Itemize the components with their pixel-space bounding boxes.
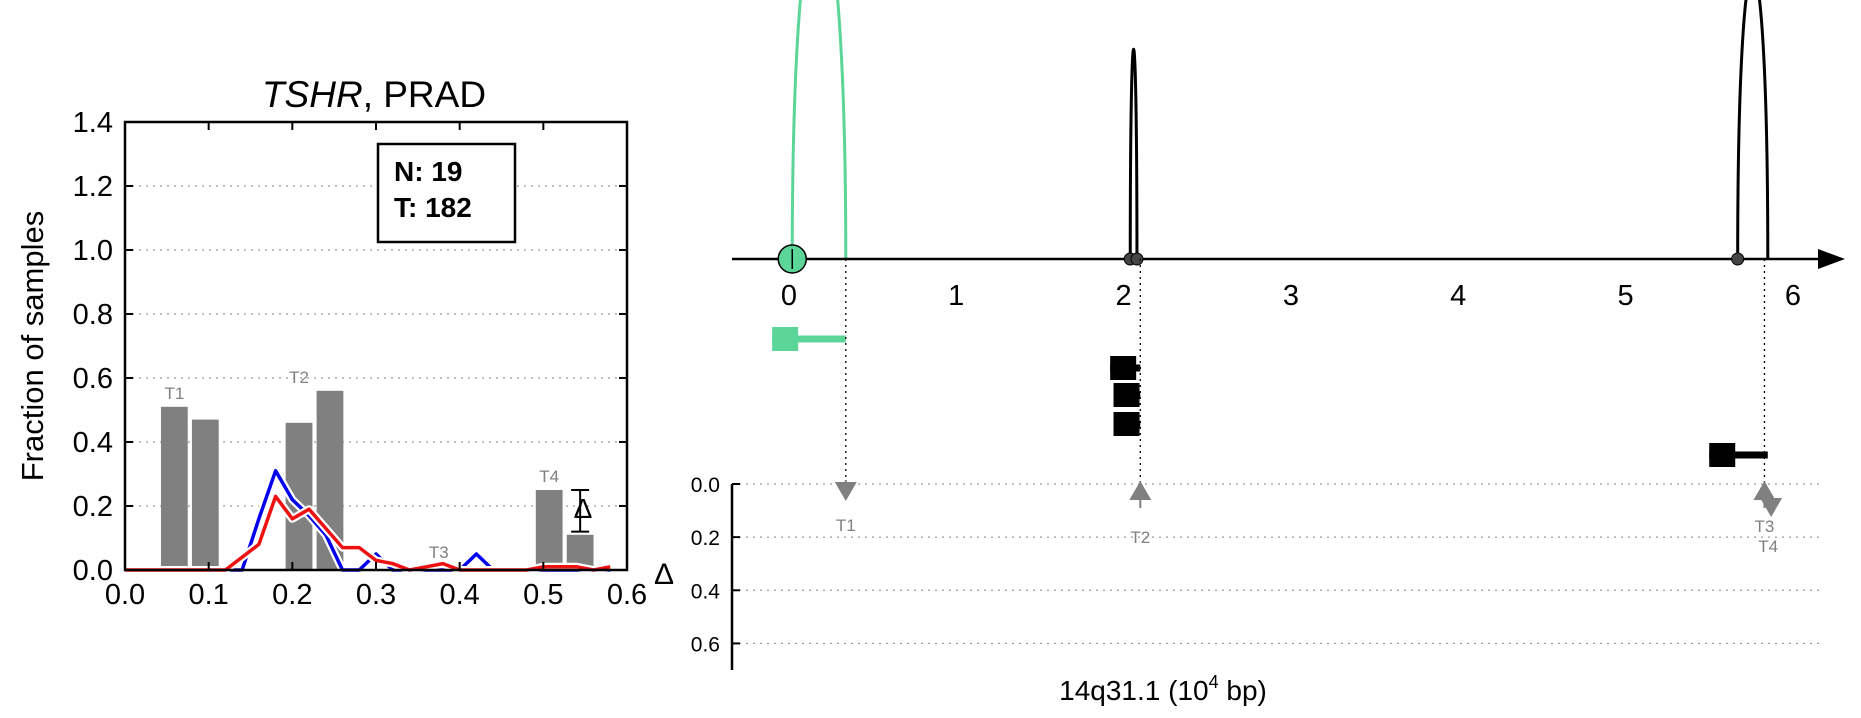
bar [191, 419, 219, 570]
x-tick-label: 0.0 [105, 579, 145, 611]
x-tick-label: 1 [948, 280, 964, 312]
x-tick-label: 0.5 [523, 579, 563, 611]
marker-triangle [834, 482, 857, 501]
transcript-exon [1709, 443, 1736, 467]
bar-group-label: T2 [289, 368, 309, 387]
x-tick-label: 5 [1617, 280, 1633, 312]
bar [160, 406, 188, 570]
fraction-chart: TSHR, PRAD T1 T2 T3 T4 0.0 0.2 0.4 0.6 0.8 1.0 1.… [15, 74, 647, 611]
y-tick-label: 1.0 [73, 235, 113, 267]
delta-tick-label: 0.6 [691, 633, 720, 656]
x-tick-label: 0.1 [189, 579, 229, 611]
splice-arc [1736, 0, 1770, 260]
splice-arc [1128, 47, 1139, 260]
delta-tick-label: 0.0 [691, 474, 720, 497]
x-tick-label: 6 [1785, 280, 1801, 312]
x-axis-label: 14q31.1 (104 bp) [1059, 672, 1267, 706]
marker-triangle [1753, 481, 1776, 500]
y-tick-label: 0.6 [73, 363, 113, 395]
delta-tick-label: 0.2 [691, 527, 720, 550]
marker-label: T3 [1755, 517, 1775, 536]
x-tick-label: 0.4 [440, 579, 480, 611]
chart-title: TSHR, PRAD [262, 74, 486, 115]
legend-normal-count: N: 19 [394, 156, 462, 187]
legend-tumor-count: T: 182 [394, 192, 472, 223]
marker-label: T2 [1130, 528, 1150, 547]
marker-triangle [1760, 497, 1783, 517]
x-tick-label: 2 [1115, 280, 1131, 312]
genomic-axis-arrowhead [1818, 249, 1845, 269]
transcript-exon [772, 327, 799, 351]
title-gene: TSHR [262, 74, 363, 115]
x-tick-label: 0 [781, 280, 797, 312]
y-tick-label: 1.2 [73, 171, 113, 203]
xlabel-superscript: 4 [1209, 672, 1219, 692]
legend-box: N: 19 T: 182 [376, 142, 517, 244]
transcript-exon [1110, 356, 1137, 380]
y-tick-label: 0.8 [73, 299, 113, 331]
x-tick-label: 3 [1283, 280, 1299, 312]
xlabel-main: 14q31.1 (10 [1059, 675, 1208, 706]
delta-axis-label: Δ [654, 558, 674, 591]
y-tick-label: 0.2 [73, 491, 113, 523]
bar-group-label: T3 [429, 543, 449, 562]
y-tick-label: 0.0 [73, 555, 113, 587]
x-tick-label: 0.3 [356, 579, 396, 611]
bar [535, 490, 563, 570]
marker-label: T1 [836, 516, 856, 535]
bar-group-label: T4 [539, 467, 559, 486]
y-axis-label: Fraction of samples [15, 211, 50, 482]
xlabel-tail: bp) [1219, 675, 1267, 706]
x-tick-label: 4 [1450, 280, 1466, 312]
title-rest: , PRAD [363, 74, 486, 115]
splice-arc [790, 0, 848, 260]
marker-label: T4 [1758, 537, 1778, 556]
marker-triangle [1129, 481, 1152, 500]
delta-symbol: Δ [574, 493, 593, 524]
site-circle [1731, 252, 1745, 266]
x-tick-label: 0.6 [607, 579, 647, 611]
delta-tick-label: 0.4 [691, 580, 721, 603]
site-circle [1130, 252, 1144, 266]
bar-group-label: T1 [164, 384, 184, 403]
transcript-exon [1113, 383, 1140, 407]
y-tick-label: 1.4 [73, 107, 113, 139]
x-tick-label: 0.2 [272, 579, 312, 611]
y-tick-label: 0.4 [73, 427, 113, 459]
transcript-exon [1113, 412, 1140, 436]
